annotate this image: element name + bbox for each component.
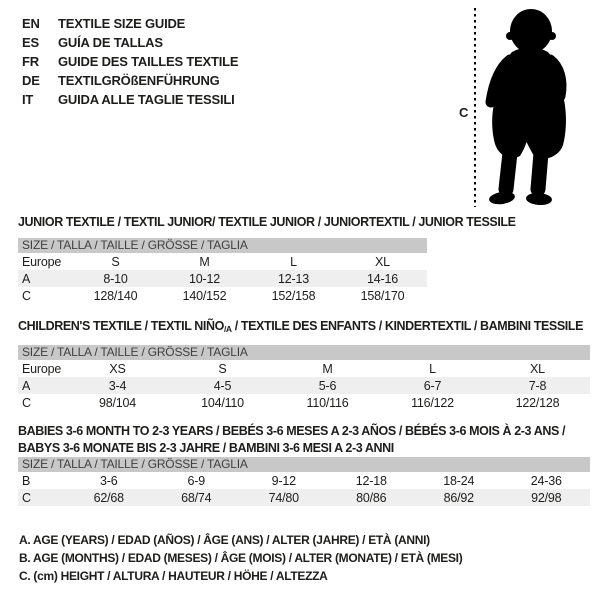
value-cell: 18-24: [443, 473, 475, 488]
title-line-2: BABYS 3-6 MONATE BIS 2-3 JAHRE / BAMBINI…: [18, 441, 394, 455]
height-measure-dotted-line: [474, 8, 476, 207]
value-cell: 24-36: [530, 473, 562, 488]
title-subscript: /A: [223, 324, 232, 334]
value-cell: 4-5: [213, 378, 232, 393]
value-cell: 12-13: [278, 271, 309, 286]
lang-row-en: EN TEXTILE SIZE GUIDE: [22, 14, 238, 33]
value-cell: 98/104: [98, 395, 137, 410]
value-cell: 14-16: [367, 271, 398, 286]
value-cell: 74/80: [268, 490, 299, 505]
measure-legend: A. AGE (YEARS) / EDAD (AÑOS) / ÂGE (ANS)…: [19, 531, 463, 585]
lang-code: ES: [22, 35, 39, 50]
table-row-age-months: B 3-6 6-9 9-12 12-18 18-24 24-36: [18, 472, 590, 489]
value-cell: 104/110: [201, 395, 244, 410]
size-header-bar: SIZE / TALLA / TAILLE / GRÖSSE / TAGLIA: [18, 345, 590, 360]
lang-label: GUIDA ALLE TAGLIE TESSILI: [58, 92, 235, 107]
row-label: A: [22, 378, 31, 393]
junior-textile-table: JUNIOR TEXTILE / TEXTIL JUNIOR/ TEXTILE …: [18, 215, 516, 304]
size-cell: S: [111, 254, 120, 269]
row-label: C: [22, 490, 31, 505]
row-label: A: [22, 271, 31, 286]
legend-line-c: C. (cm) HEIGHT / ALTURA / HAUTEUR / HÖHE…: [19, 569, 328, 583]
size-cell: S: [218, 361, 227, 376]
table-row-europe: Europe XS S M L XL: [18, 360, 590, 377]
size-cell: L: [290, 254, 297, 269]
value-cell: 6-7: [423, 378, 442, 393]
value-cell: 158/170: [360, 288, 405, 303]
lang-label: GUÍA DE TALLAS: [58, 35, 163, 50]
size-cell: XL: [375, 254, 390, 269]
value-cell: 7-8: [528, 378, 547, 393]
size-cell: XS: [109, 361, 126, 376]
lang-code: IT: [22, 92, 34, 107]
lang-row-de: DE TEXTILGRÖßENFÜHRUNG: [22, 71, 238, 90]
value-cell: 86/92: [443, 490, 474, 505]
size-cell: M: [199, 254, 210, 269]
value-cell: 68/74: [181, 490, 212, 505]
value-cell: 122/128: [515, 395, 560, 410]
row-label: Europe: [22, 361, 62, 376]
size-header-bar: SIZE / TALLA / TAILLE / GRÖSSE / TAGLIA: [18, 238, 427, 253]
value-cell: 6-9: [187, 473, 206, 488]
value-cell: 8-10: [103, 271, 128, 286]
value-cell: 3-6: [100, 473, 118, 488]
value-cell: 110/116: [306, 395, 349, 410]
value-cell: 5-6: [318, 378, 337, 393]
table-row-age: A 3-4 4-5 5-6 6-7 7-8: [18, 377, 590, 394]
title-text: / TEXTILE DES ENFANTS / KINDERTEXTIL / B…: [231, 319, 584, 333]
value-cell: 10-12: [189, 271, 220, 286]
size-header-bar: SIZE / TALLA / TAILLE / GRÖSSE / TAGLIA: [18, 457, 590, 472]
language-title-list: EN TEXTILE SIZE GUIDE ES GUÍA DE TALLAS …: [22, 14, 239, 109]
lang-label: GUIDE DES TAILLES TEXTILE: [58, 54, 239, 69]
table-row-height: C 128/140 140/152 152/158 158/170: [18, 287, 427, 304]
value-cell: 128/140: [93, 288, 138, 303]
lang-label: TEXTILE SIZE GUIDE: [58, 16, 186, 31]
size-cell: M: [322, 361, 333, 376]
table-row-age: A 8-10 10-12 12-13 14-16: [18, 270, 427, 287]
value-cell: 152/158: [271, 288, 316, 303]
value-cell: 92/98: [531, 490, 562, 505]
lang-code: DE: [22, 73, 40, 88]
babies-textile-table: BABIES 3-6 MONTH TO 2-3 YEARS / BEBÉS 3-…: [18, 423, 590, 506]
title-text: CHILDREN'S TEXTILE / TEXTIL NIÑO: [18, 319, 224, 333]
height-measure-label: C: [459, 105, 469, 120]
size-cell: XL: [530, 361, 545, 376]
value-cell: 9-12: [271, 473, 296, 488]
table-row-height: C 98/104 104/110 110/116 116/122 122/128: [18, 394, 590, 411]
lang-row-fr: FR GUIDE DES TAILLES TEXTILE: [22, 52, 239, 71]
childrens-textile-table: CHILDREN'S TEXTILE / TEXTIL NIÑO/A / TEX…: [18, 320, 590, 411]
legend-line-b: B. AGE (MONTHS) / EDAD (MESES) / ÂGE (MO…: [19, 551, 463, 565]
childrens-table-title: CHILDREN'S TEXTILE / TEXTIL NIÑO/A / TEX…: [18, 320, 590, 336]
row-label: C: [22, 288, 31, 303]
table-row-europe: Europe S M L XL: [18, 253, 427, 270]
value-cell: 116/122: [411, 395, 454, 410]
size-cell: L: [429, 361, 436, 376]
value-cell: 3-4: [108, 378, 127, 393]
title-line-1: BABIES 3-6 MONTH TO 2-3 YEARS / BEBÉS 3-…: [18, 424, 566, 438]
lang-label: TEXTILGRÖßENFÜHRUNG: [58, 73, 220, 88]
value-cell: 12-18: [355, 473, 387, 488]
value-cell: 140/152: [182, 288, 227, 303]
junior-table-title: JUNIOR TEXTILE / TEXTIL JUNIOR/ TEXTILE …: [18, 215, 516, 229]
row-label: Europe: [22, 254, 62, 269]
table-row-height: C 62/68 68/74 74/80 80/86 86/92 92/98: [18, 489, 590, 506]
value-cell: 80/86: [356, 490, 387, 505]
lang-code: EN: [22, 16, 40, 31]
lang-code: FR: [22, 54, 39, 69]
lang-row-it: IT GUIDA ALLE TAGLIE TESSILI: [22, 90, 238, 109]
row-label: C: [22, 395, 31, 410]
lang-row-es: ES GUÍA DE TALLAS: [22, 33, 238, 52]
legend-line-a: A. AGE (YEARS) / EDAD (AÑOS) / ÂGE (ANS)…: [19, 533, 430, 547]
value-cell: 62/68: [93, 490, 124, 505]
toddler-silhouette-icon: [485, 9, 567, 206]
row-label: B: [22, 473, 31, 488]
babies-table-title: BABIES 3-6 MONTH TO 2-3 YEARS / BEBÉS 3-…: [18, 423, 590, 457]
